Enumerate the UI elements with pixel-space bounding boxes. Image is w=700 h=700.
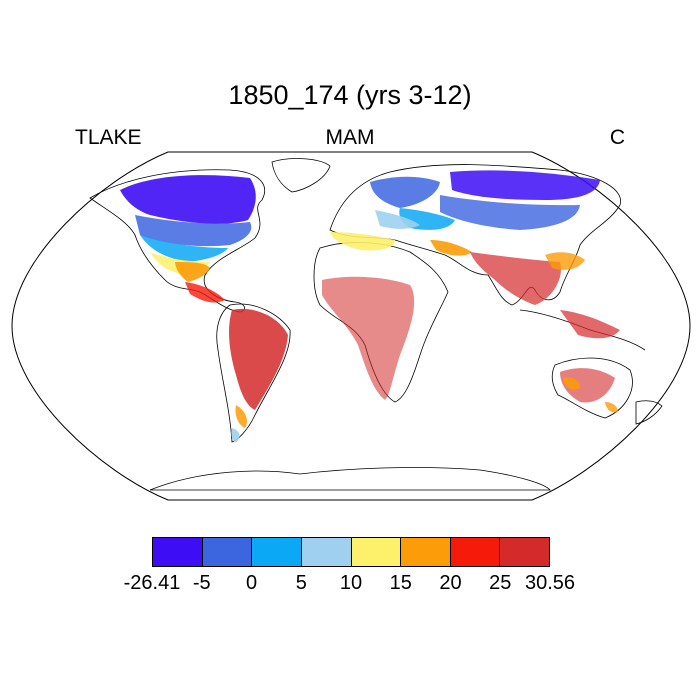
colorbar-tick-label: 15 [389, 572, 412, 594]
colorbar-swatch [153, 538, 203, 566]
map-boundary [11, 151, 691, 501]
colorbar-swatch [252, 538, 302, 566]
map-title: 1850_174 (yrs 3-12) [228, 80, 472, 110]
colorbar-swatch [351, 538, 402, 566]
colorbar [152, 537, 550, 567]
colorbar-swatch [301, 538, 352, 566]
season-label: MAM [325, 126, 375, 149]
colorbar-tick-label: -5 [192, 572, 211, 594]
temperature-field [120, 170, 620, 442]
colorbar-swatch [202, 538, 253, 566]
colorbar-tick-label: -26.41 [123, 572, 181, 594]
units-label: C [609, 126, 625, 149]
colorbar-tick-labels: -26.41 -5 0 5 10 15 20 25 30.56 [0, 572, 700, 598]
colorbar-tick-label: 30.56 [524, 572, 576, 594]
colorbar-swatch [500, 538, 549, 566]
colorbar-tick-label: 0 [245, 572, 258, 594]
colorbar-tick-label: 25 [489, 572, 512, 594]
colorbar-tick-label: 20 [439, 572, 462, 594]
colorbar-tick-label: 10 [339, 572, 363, 594]
variable-label: TLAKE [75, 126, 142, 149]
colorbar-swatch [401, 538, 451, 566]
colorbar-tick-label: 5 [295, 572, 307, 594]
colorbar-swatch [450, 538, 501, 566]
